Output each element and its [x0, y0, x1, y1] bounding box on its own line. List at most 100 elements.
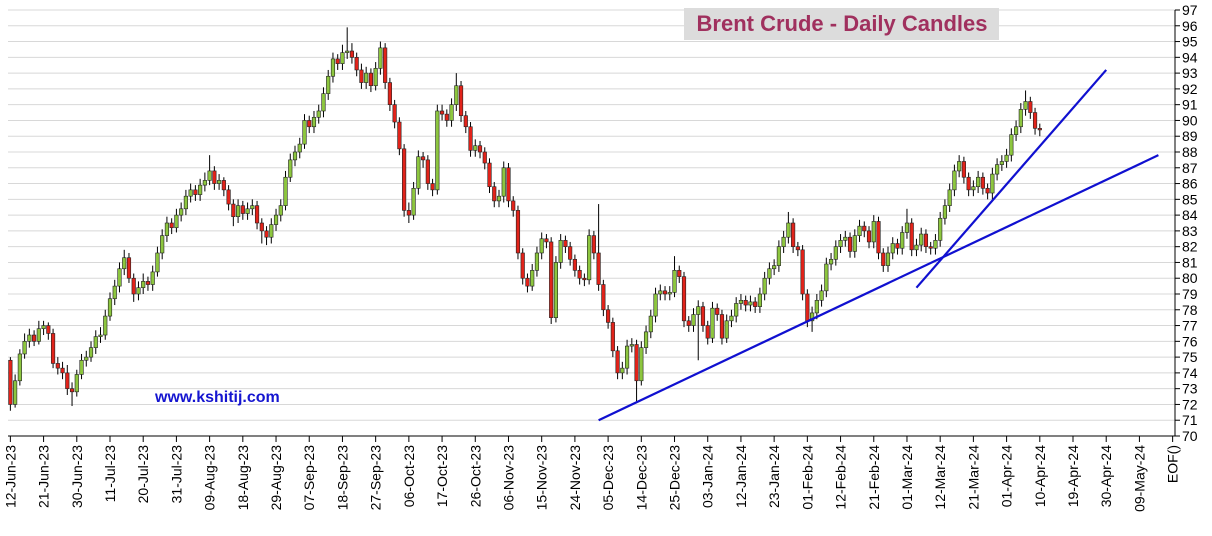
candle-body	[236, 205, 241, 217]
x-tick-label: 14-Dec-23	[633, 445, 649, 511]
candle-body	[738, 300, 744, 304]
candle-body	[904, 222, 910, 233]
y-tick-label: 79	[1182, 286, 1198, 302]
candle-body	[349, 50, 355, 58]
x-tick-label: 19-Apr-24	[1065, 445, 1081, 507]
candle-body	[254, 205, 260, 224]
candle-body	[36, 328, 41, 342]
y-tick-label: 96	[1182, 18, 1198, 34]
annotation: www.kshitij.com	[154, 389, 280, 406]
candle-body	[781, 236, 786, 247]
x-tick-label: 25-Dec-23	[667, 445, 683, 511]
candle-body	[767, 268, 772, 279]
x-tick-label: 09-Aug-23	[202, 445, 218, 511]
candle-body	[847, 236, 853, 252]
x-tick-label: 12-Feb-24	[833, 445, 849, 510]
candle-body	[871, 221, 876, 243]
y-tick-label: 72	[1182, 396, 1198, 412]
candle-body	[952, 170, 957, 191]
candle-body	[933, 240, 938, 249]
candle-body	[326, 75, 331, 94]
candle-body	[117, 268, 122, 287]
candle-body	[179, 208, 184, 216]
candle-body	[198, 184, 203, 195]
x-tick-label: 17-Oct-23	[434, 445, 450, 507]
candle-body	[112, 285, 117, 300]
candle-body	[245, 208, 250, 214]
y-tick-label: 89	[1182, 128, 1198, 144]
candle-body	[724, 320, 729, 339]
candle-body	[890, 243, 895, 254]
candle-body	[359, 69, 364, 83]
candle-body	[928, 246, 933, 249]
candle-body	[909, 222, 914, 251]
candle-body	[269, 224, 274, 238]
candle-body	[1014, 126, 1019, 135]
x-tick-label: 09-May-24	[1131, 445, 1147, 512]
candle-body	[259, 222, 264, 232]
candle-body	[525, 277, 530, 287]
candle-body	[606, 309, 611, 323]
y-tick-label: 80	[1182, 270, 1198, 286]
candle-body	[487, 162, 492, 188]
x-tick-label: 01-Apr-24	[999, 445, 1015, 507]
x-tick-label: 11-Jul-23	[102, 445, 118, 503]
candle-body	[136, 287, 141, 295]
candle-body	[473, 145, 478, 151]
candle-body	[226, 189, 231, 205]
y-tick-label: 74	[1182, 365, 1198, 381]
candle-body	[207, 170, 212, 181]
candle-body	[667, 292, 672, 295]
x-tick-label: 20-Jul-23	[135, 445, 151, 504]
candle-body	[155, 252, 160, 273]
x-tick-label: 27-Sep-23	[368, 445, 384, 511]
candle-body	[32, 334, 37, 342]
y-tick-label: 84	[1182, 207, 1198, 223]
candle-body	[876, 221, 881, 254]
candle-body	[662, 290, 668, 295]
x-tick-label: 06-Nov-23	[500, 445, 516, 511]
candle-body	[169, 222, 174, 229]
x-tick-label: 31-Jul-23	[168, 445, 184, 504]
candle-body	[240, 205, 245, 214]
candle-body	[383, 47, 388, 83]
candle-body	[402, 148, 407, 211]
candle-body	[990, 173, 995, 194]
y-tick-label: 85	[1182, 191, 1198, 207]
candle-body	[435, 110, 440, 191]
candle-body	[643, 331, 649, 348]
candle-body	[828, 258, 834, 265]
candle-body	[292, 151, 298, 161]
candle-body	[183, 195, 188, 210]
candle-body	[8, 359, 13, 405]
y-tick-label: 76	[1182, 333, 1198, 349]
x-tick-label: 12-Jan-24	[733, 445, 749, 508]
chart-title: Brent Crude - Daily Candles	[697, 11, 988, 36]
candle-body	[93, 336, 98, 348]
candle-body	[819, 290, 824, 301]
candle-body	[160, 235, 165, 254]
candle-body	[449, 104, 454, 121]
candle-body	[995, 164, 1000, 175]
candle-body	[1028, 101, 1033, 113]
x-tick-label: 15-Nov-23	[534, 445, 550, 511]
x-tick-label: 30-Apr-24	[1098, 445, 1114, 507]
candle-body	[681, 276, 687, 322]
candle-body	[107, 298, 113, 317]
candle-body	[1032, 112, 1038, 129]
candle-body	[648, 315, 653, 333]
y-tick-label: 94	[1182, 49, 1198, 65]
candle-body	[421, 156, 426, 161]
candle-body	[629, 344, 634, 347]
candle-body	[615, 350, 620, 374]
candle-body	[843, 236, 848, 241]
candle-body	[126, 257, 132, 279]
candle-body	[492, 186, 497, 202]
candle-body	[65, 372, 70, 389]
candle-body	[297, 143, 302, 153]
candle-body	[1018, 109, 1023, 128]
candle-body	[544, 238, 549, 243]
x-tick-label: 29-Aug-23	[268, 445, 284, 511]
candle-body	[17, 353, 22, 382]
